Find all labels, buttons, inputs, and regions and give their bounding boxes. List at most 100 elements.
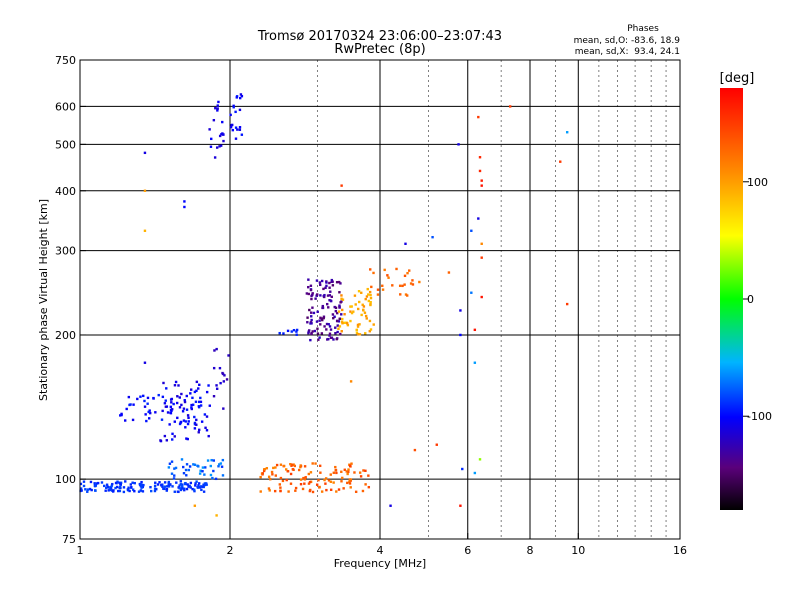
data-point [217,100,220,104]
data-point [364,314,368,318]
data-point [220,465,224,468]
data-point [435,443,438,446]
data-point [231,128,235,132]
data-point [179,480,183,483]
data-point [332,316,335,320]
data-point [155,488,158,491]
y-tick-label: 500 [55,138,76,151]
data-point [341,476,344,480]
data-point [411,283,415,286]
data-point [215,347,218,351]
data-point [170,397,174,401]
data-point [386,274,389,277]
data-point [360,313,363,317]
data-point [150,489,153,493]
data-point [147,417,151,420]
data-point [336,324,339,327]
data-point [336,330,339,334]
data-point [340,470,343,473]
data-point [292,463,295,466]
data-point [240,133,244,136]
data-point [292,328,296,332]
data-point [191,403,195,406]
data-point [212,459,216,462]
data-point [480,295,483,299]
data-point [159,439,162,442]
data-point [357,289,361,293]
data-point [381,284,384,287]
data-point [418,280,421,284]
data-point [235,95,239,98]
data-point [340,184,343,187]
data-point [115,485,119,489]
data-point [173,467,176,470]
data-point [459,504,462,507]
data-point [133,481,136,485]
data-point [119,482,122,486]
data-point [181,484,184,487]
colorbar-ticks: 100 0 -100 [743,176,772,423]
data-point [173,420,176,423]
data-point [205,415,209,418]
data-point [175,401,179,405]
data-point [183,488,186,492]
data-point [342,487,345,490]
data-point [198,472,202,475]
data-point [194,482,197,485]
data-point [238,128,242,131]
data-point [269,478,272,481]
data-point [173,435,176,438]
data-point [398,284,402,287]
data-point [307,285,310,289]
data-point [203,482,207,485]
data-point [82,484,86,488]
data-point [86,490,89,493]
data-point [180,487,183,490]
data-point [93,482,96,485]
data-point [161,409,164,413]
data-point [186,414,190,417]
data-point [189,392,192,395]
data-point [105,483,109,486]
data-point [146,402,149,405]
data-point [139,489,143,492]
data-point [349,486,352,489]
data-point [148,409,151,412]
data-point [323,325,326,328]
data-point [193,488,196,491]
data-point [321,318,324,322]
data-point [216,107,219,110]
data-point [389,504,392,507]
data-point [307,292,310,296]
data-point [399,293,402,296]
data-point [128,489,131,493]
data-point [328,334,331,337]
data-point [267,475,271,478]
data-point [210,458,213,462]
data-point [153,484,157,488]
data-point [279,486,282,489]
data-point [163,402,167,405]
data-point [222,407,225,410]
data-point [310,331,313,335]
data-point [114,486,117,490]
data-point [457,143,460,146]
data-point [358,333,362,336]
data-point [391,284,394,287]
data-point [330,295,333,298]
data-point [459,309,462,312]
y-tick-label: 400 [55,185,76,198]
data-point [304,476,307,479]
data-point [299,464,302,467]
data-point [383,268,386,272]
data-point [345,470,348,473]
data-point [334,331,337,335]
data-point [118,481,121,484]
data-point [221,458,225,462]
data-point [94,484,98,487]
data-point [215,146,219,149]
data-point [207,384,210,387]
data-point [317,338,320,341]
data-point [311,462,314,465]
data-point [131,418,135,422]
